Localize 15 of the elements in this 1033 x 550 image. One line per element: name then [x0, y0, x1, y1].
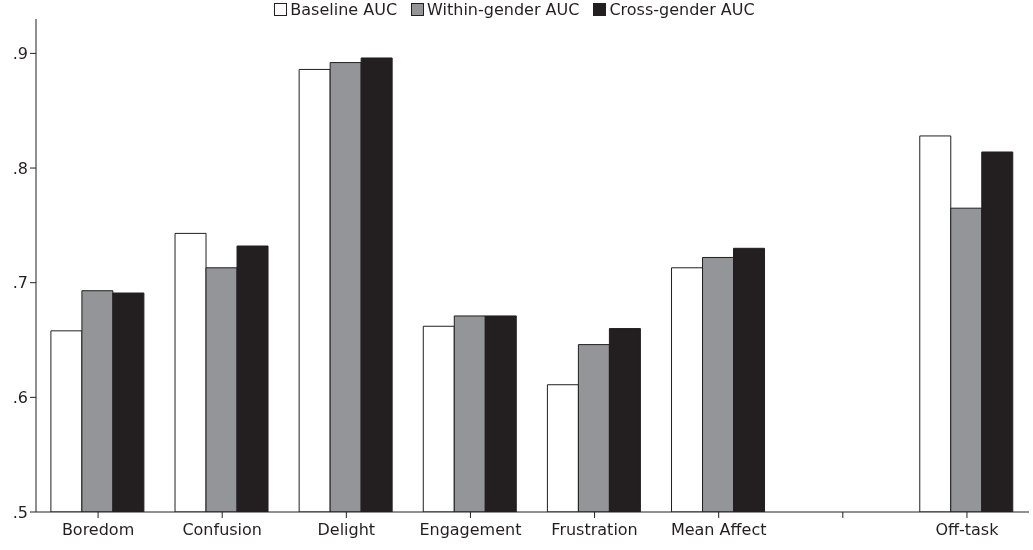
x-tick-label: Off-task	[935, 520, 1000, 540]
x-tick-label: Mean Affect	[670, 520, 767, 540]
y-tick-label: .5	[12, 502, 28, 522]
y-tick-label: .7	[12, 273, 28, 293]
x-tick-label: Confusion	[182, 520, 262, 540]
y-tick-label: .6	[12, 388, 28, 408]
legend-label: Within-gender AUC	[426, 0, 580, 19]
legend-label: Cross-gender AUC	[608, 0, 755, 19]
y-tick-label: .9	[12, 44, 28, 64]
x-tick-label: Frustration	[551, 520, 638, 540]
x-tick-label: Engagement	[419, 520, 522, 540]
x-tick-label: Delight	[317, 520, 376, 540]
legend-label: Baseline AUC	[289, 0, 398, 19]
x-tick-label: Boredom	[61, 520, 135, 540]
y-tick-label: .8	[12, 158, 28, 178]
